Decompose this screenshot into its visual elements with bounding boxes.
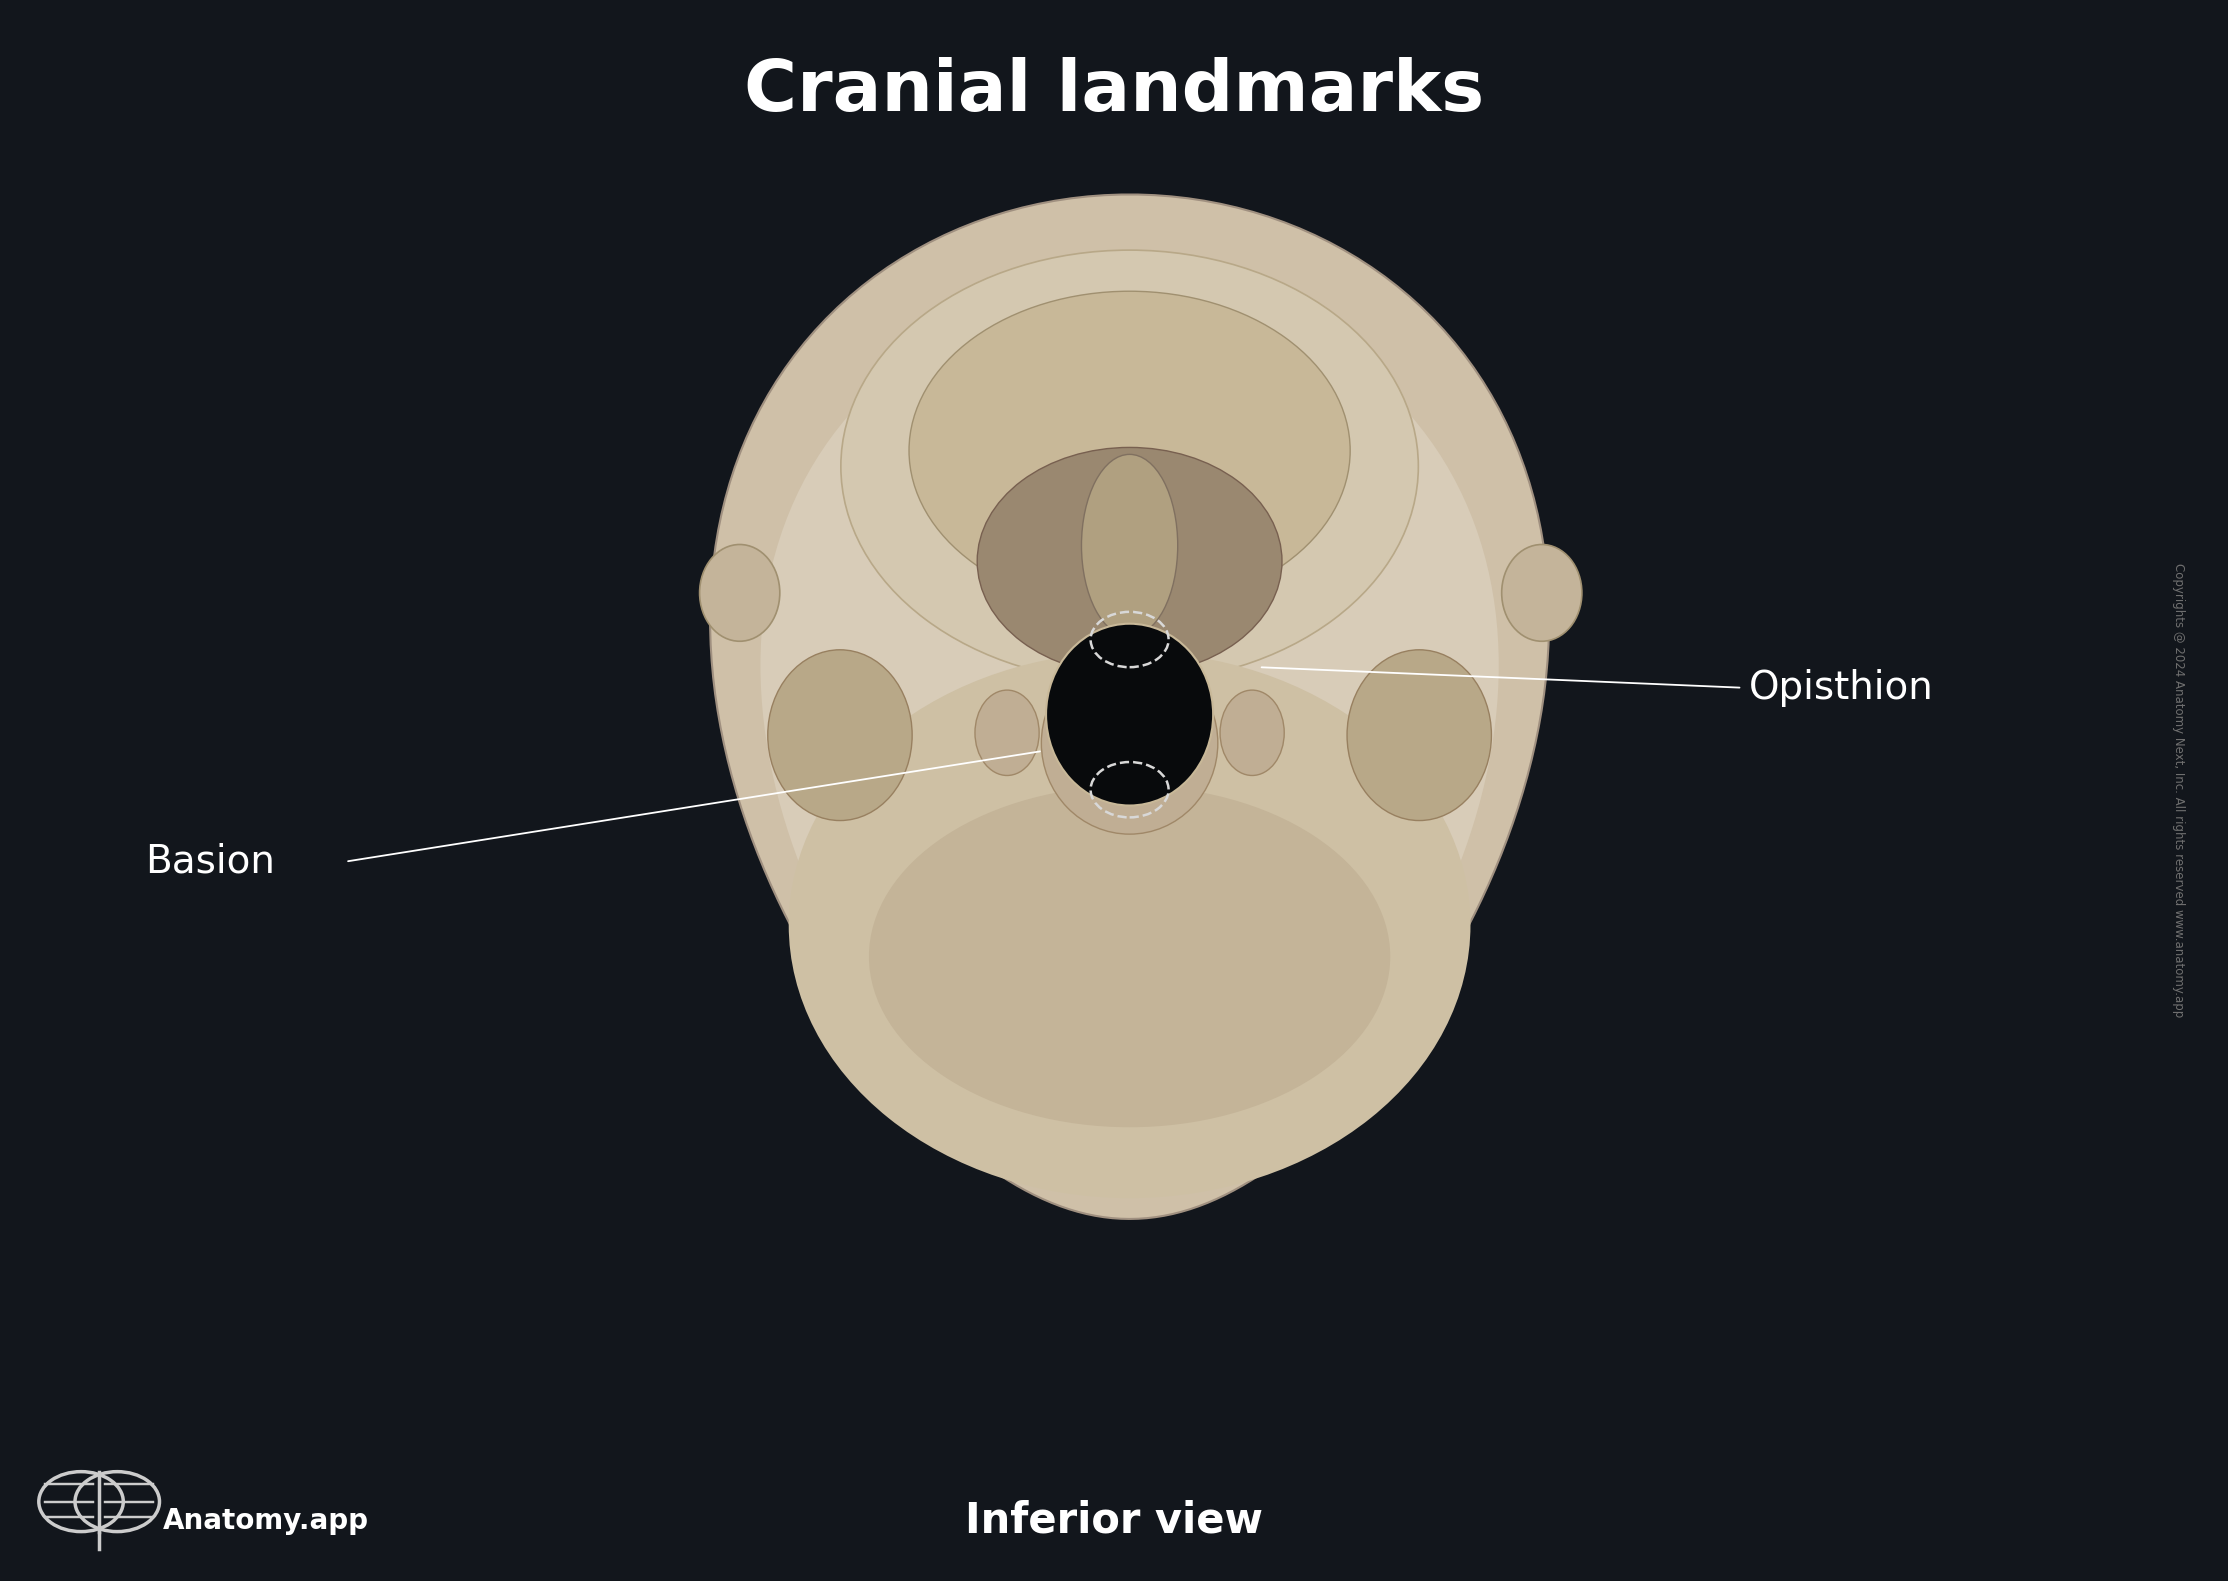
Ellipse shape <box>1502 544 1582 642</box>
Ellipse shape <box>1047 623 1212 806</box>
Ellipse shape <box>869 786 1390 1127</box>
Ellipse shape <box>840 250 1419 683</box>
PathPatch shape <box>711 194 1548 1219</box>
Text: Cranial landmarks: Cranial landmarks <box>744 57 1484 126</box>
Ellipse shape <box>976 689 1038 776</box>
Ellipse shape <box>978 447 1281 675</box>
Ellipse shape <box>769 650 911 821</box>
Ellipse shape <box>1348 650 1491 821</box>
Ellipse shape <box>909 291 1350 610</box>
Ellipse shape <box>1221 689 1283 776</box>
Text: Basion: Basion <box>145 843 274 881</box>
Text: Anatomy.app: Anatomy.app <box>163 1507 368 1535</box>
Ellipse shape <box>700 544 780 642</box>
Text: Copyrights @ 2024 Anatomy Next, Inc. All rights reserved www.anatomy.app: Copyrights @ 2024 Anatomy Next, Inc. All… <box>2172 563 2186 1018</box>
Text: Opisthion: Opisthion <box>1749 669 1934 707</box>
Text: Inferior view: Inferior view <box>965 1500 1263 1541</box>
Ellipse shape <box>1081 454 1179 637</box>
Ellipse shape <box>789 651 1470 1198</box>
Ellipse shape <box>1040 651 1219 835</box>
PathPatch shape <box>760 291 1499 1192</box>
